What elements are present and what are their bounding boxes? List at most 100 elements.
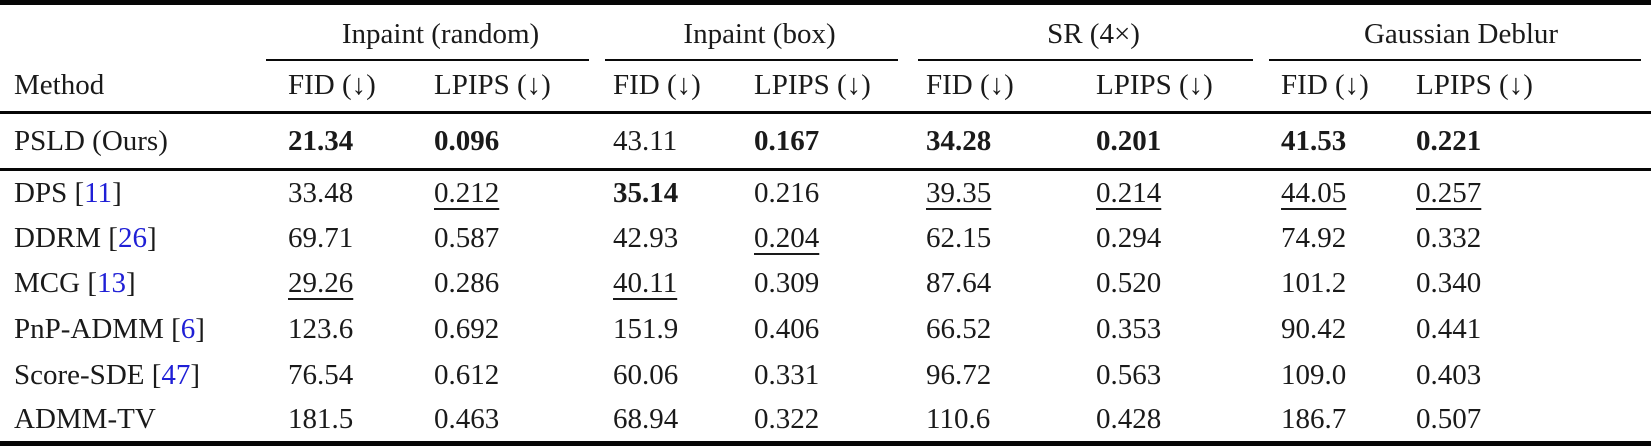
metric-cell: 101.2 <box>1271 261 1406 307</box>
metric-cell: 0.428 <box>1086 398 1271 444</box>
table-row-dps: DPS [11] 33.48 0.212 35.14 0.216 39.35 0.214 44… <box>0 170 1651 216</box>
citation-link[interactable]: 6 <box>180 312 196 345</box>
metric-value: 0.507 <box>1416 402 1482 435</box>
metric-value: 0.403 <box>1416 358 1482 391</box>
metric-value: 0.294 <box>1096 221 1162 254</box>
metric-cell: 62.15 <box>916 215 1086 261</box>
metric-value: 181.5 <box>288 402 354 435</box>
column-header-fid-4: FID (↓) <box>1271 60 1407 114</box>
metric-value: 39.35 <box>926 176 992 209</box>
metric-cell: 90.42 <box>1271 307 1406 353</box>
metric-value: 74.92 <box>1281 221 1347 254</box>
column-header-method: Method <box>0 60 278 114</box>
metric-cell: 123.6 <box>278 307 424 353</box>
metric-cell: 40.11 <box>603 261 744 307</box>
method-cell: Score-SDE [47] <box>14 358 201 391</box>
metric-value: 34.28 <box>926 124 992 157</box>
metric-cell: 0.612 <box>424 352 603 398</box>
metric-value: 0.441 <box>1416 312 1482 345</box>
method-label: ADMM-TV <box>14 402 156 435</box>
metric-header-row: Method FID (↓) LPIPS (↓) FID (↓) LPIPS (… <box>0 60 1651 114</box>
group-header-spacer <box>0 3 278 61</box>
citation-link[interactable]: 26 <box>117 221 147 254</box>
metric-value: 0.612 <box>434 358 500 391</box>
metric-cell: 109.0 <box>1271 352 1406 398</box>
metric-value: 60.06 <box>613 358 679 391</box>
metric-value: 0.167 <box>754 124 820 157</box>
metric-cell: 0.322 <box>744 398 916 444</box>
metric-cell: 34.28 <box>916 112 1087 172</box>
metric-cell: 29.26 <box>278 261 424 307</box>
metric-cell: 0.167 <box>744 112 917 172</box>
table-row-ddrm: DDRM [26] 69.71 0.587 42.93 0.204 62.15 0.294 7… <box>0 215 1651 261</box>
column-header-lpips-1: LPIPS (↓) <box>424 60 604 114</box>
table-header: Inpaint (random) Inpaint (box) SR (4×) G… <box>0 3 1651 114</box>
metric-cell: 87.64 <box>916 261 1086 307</box>
metric-cell: 0.441 <box>1406 307 1651 353</box>
metric-cell: 0.587 <box>424 215 603 261</box>
metric-cell: 0.406 <box>744 307 916 353</box>
group-header-sr-4x: SR (4×) <box>916 3 1271 61</box>
metric-cell: 0.214 <box>1086 170 1271 216</box>
metric-cell: 0.096 <box>424 112 604 172</box>
table-row-admm-tv: ADMM-TV 181.5 0.463 68.94 0.322 110.6 0.428 186… <box>0 398 1651 444</box>
metric-cell: 21.34 <box>278 112 424 172</box>
table-row-psld-ours: PSLD (Ours) 21.34 0.096 43.11 0.167 34.28 0.20… <box>0 112 1651 172</box>
column-header-fid-2: FID (↓) <box>603 60 745 114</box>
metric-value: 0.340 <box>1416 267 1482 300</box>
metric-value: 68.94 <box>613 402 679 435</box>
table-row-score-sde: Score-SDE [47] 76.54 0.612 60.06 0.331 96.72 0… <box>0 352 1651 398</box>
metric-cell: 39.35 <box>916 170 1086 216</box>
method-cell: PSLD (Ours) <box>0 112 278 172</box>
method-cell: MCG [13] <box>14 267 136 300</box>
metric-cell: 0.340 <box>1406 261 1651 307</box>
column-header-fid-3: FID (↓) <box>916 60 1087 114</box>
metric-value: 69.71 <box>288 221 354 254</box>
metric-value: 0.286 <box>434 267 500 300</box>
metric-value: 0.331 <box>754 358 820 391</box>
metric-value: 0.212 <box>434 176 500 209</box>
metric-cell: 0.331 <box>744 352 916 398</box>
metric-value: 0.406 <box>754 312 820 345</box>
group-header-gaussian-deblur: Gaussian Deblur <box>1269 3 1651 61</box>
metric-cell: 110.6 <box>916 398 1086 444</box>
metric-cell: 0.463 <box>424 398 603 444</box>
metric-value: 41.53 <box>1281 124 1347 157</box>
metric-cell: 0.403 <box>1406 352 1651 398</box>
metric-value: 29.26 <box>288 267 354 300</box>
metric-value: 186.7 <box>1281 402 1347 435</box>
metric-value: 0.587 <box>434 221 500 254</box>
metric-cell: 0.216 <box>744 170 916 216</box>
metric-cell: 41.53 <box>1271 112 1407 172</box>
metric-value: 110.6 <box>926 402 991 435</box>
metric-cell: 0.507 <box>1406 398 1651 444</box>
metric-value: 43.11 <box>613 124 678 157</box>
metric-value: 0.257 <box>1416 176 1482 209</box>
metric-cell: 33.48 <box>278 170 424 216</box>
group-header-row: Inpaint (random) Inpaint (box) SR (4×) G… <box>0 3 1651 61</box>
citation-link[interactable]: 13 <box>97 267 126 300</box>
method-label: DDRM <box>14 221 102 254</box>
metric-cell: 0.212 <box>424 170 603 216</box>
metric-value: 0.309 <box>754 267 820 300</box>
metric-cell: 0.257 <box>1406 170 1651 216</box>
method-label: DPS <box>14 176 68 209</box>
method-cell: DPS [11] <box>14 176 122 209</box>
citation-link[interactable]: 47 <box>161 358 191 391</box>
metric-cell: 60.06 <box>603 352 744 398</box>
metric-value: 0.216 <box>754 176 820 209</box>
column-header-lpips-4: LPIPS (↓) <box>1406 60 1651 114</box>
metric-cell: 0.204 <box>744 215 916 261</box>
metric-value: 35.14 <box>613 176 679 209</box>
metric-cell: 0.309 <box>744 261 916 307</box>
metric-value: 101.2 <box>1281 267 1347 300</box>
metric-value: 44.05 <box>1281 176 1347 209</box>
method-label: PSLD (Ours) <box>14 124 168 157</box>
metric-cell: 76.54 <box>278 352 424 398</box>
metric-cell: 0.294 <box>1086 215 1271 261</box>
metric-cell: 43.11 <box>603 112 745 172</box>
metric-value: 33.48 <box>288 176 354 209</box>
metric-value: 0.353 <box>1096 312 1162 345</box>
citation-link[interactable]: 11 <box>84 176 113 209</box>
